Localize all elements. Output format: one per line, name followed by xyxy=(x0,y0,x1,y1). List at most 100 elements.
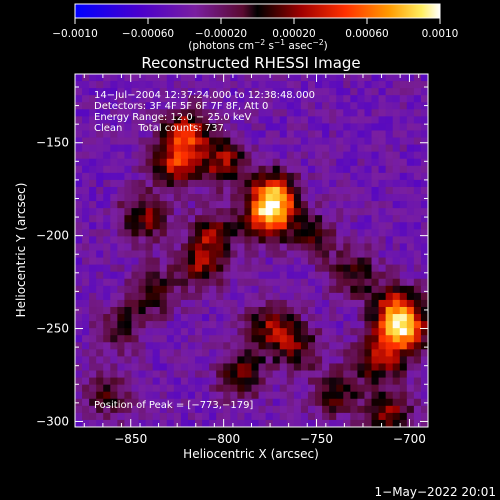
annotation-time-range: 14−Jul−2004 12:37:24.000 to 12:38:48.000 xyxy=(94,90,315,101)
heatmap-cell xyxy=(166,130,175,138)
heatmap-cell xyxy=(180,398,189,407)
heatmap-cell xyxy=(322,194,330,202)
heatmap-cell xyxy=(350,109,358,117)
heatmap-cell xyxy=(223,179,231,188)
heatmap-cell xyxy=(336,123,344,131)
heatmap-cell xyxy=(385,321,394,329)
heatmap-cell xyxy=(392,314,401,322)
heatmap-cell xyxy=(145,257,154,266)
heatmap-cell xyxy=(307,102,316,110)
heatmap-cell xyxy=(216,292,224,301)
heatmap-cell xyxy=(152,370,161,378)
heatmap-cell xyxy=(110,144,118,153)
heatmap-cell xyxy=(152,419,161,427)
heatmap-cell xyxy=(75,349,83,357)
heatmap-cell xyxy=(202,363,210,371)
heatmap-cell xyxy=(279,158,288,167)
heatmap-cell xyxy=(350,243,358,251)
heatmap-cell xyxy=(244,384,252,393)
heatmap-cell xyxy=(251,102,259,110)
heatmap-cell xyxy=(202,412,210,421)
heatmap-cell xyxy=(286,349,295,357)
heatmap-cell xyxy=(307,398,316,407)
heatmap-cell xyxy=(187,271,196,280)
heatmap-cell xyxy=(399,321,408,329)
heatmap-cell xyxy=(399,222,408,230)
heatmap-cell xyxy=(329,306,337,315)
heatmap-cell xyxy=(286,314,295,322)
heatmap-cell xyxy=(180,250,189,258)
heatmap-cell xyxy=(145,285,154,294)
heatmap-cell xyxy=(124,222,132,230)
heatmap-cell xyxy=(237,215,245,223)
heatmap-cell xyxy=(399,116,408,124)
heatmap-cell xyxy=(307,405,316,414)
heatmap-cell xyxy=(272,306,281,315)
heatmap-cell xyxy=(103,123,111,131)
heatmap-cell xyxy=(145,74,154,82)
heatmap-cell xyxy=(413,186,422,195)
heatmap-cell xyxy=(110,88,118,96)
heatmap-cell xyxy=(159,299,168,308)
heatmap-cell xyxy=(187,384,196,393)
heatmap-cell xyxy=(173,109,182,117)
heatmap-cell xyxy=(322,208,330,216)
heatmap-cell xyxy=(272,398,281,407)
heatmap-cell xyxy=(399,391,408,400)
heatmap-cell xyxy=(82,391,90,400)
heatmap-cell xyxy=(286,116,295,124)
heatmap-cell xyxy=(272,349,281,357)
heatmap-cell xyxy=(286,250,295,258)
heatmap-cell xyxy=(286,109,295,117)
heatmap-cell xyxy=(82,130,90,138)
heatmap-cell xyxy=(124,229,132,237)
heatmap-cell xyxy=(202,243,210,251)
heatmap-cell xyxy=(166,342,175,350)
heatmap-cell xyxy=(279,264,288,273)
heatmap-cell xyxy=(138,299,146,308)
heatmap-cell xyxy=(329,102,337,110)
heatmap-cell xyxy=(187,314,196,322)
heatmap-cell xyxy=(357,264,365,273)
heatmap-cell xyxy=(82,95,90,103)
heatmap-cell xyxy=(392,412,401,421)
heatmap-cell xyxy=(392,328,401,336)
heatmap-cell xyxy=(322,179,330,188)
heatmap-cell xyxy=(75,285,83,294)
heatmap-cell xyxy=(152,88,161,96)
heatmap-cell xyxy=(336,116,344,124)
heatmap-cell xyxy=(159,384,168,393)
heatmap-cell xyxy=(378,335,387,343)
heatmap-cell xyxy=(293,405,302,414)
heatmap-cell xyxy=(286,370,295,378)
heatmap-cell xyxy=(251,285,259,294)
heatmap-cell xyxy=(350,398,358,407)
heatmap-cell xyxy=(371,116,379,124)
heatmap-cell xyxy=(159,264,168,273)
heatmap-cell xyxy=(286,398,295,407)
heatmap-cell xyxy=(202,278,210,287)
heatmap-cell xyxy=(145,208,154,216)
heatmap-cell xyxy=(103,419,111,427)
heatmap-cell xyxy=(413,109,422,117)
heatmap-cell xyxy=(152,349,161,357)
heatmap-cell xyxy=(272,299,281,308)
heatmap-cell xyxy=(230,172,238,181)
heatmap-cell xyxy=(237,130,245,138)
heatmap-cell xyxy=(258,130,267,138)
heatmap-cell xyxy=(378,102,387,110)
heatmap-cell xyxy=(364,285,372,294)
heatmap-cell xyxy=(265,314,274,322)
heatmap-cell xyxy=(244,250,252,258)
heatmap-cell xyxy=(131,314,139,322)
heatmap-cell xyxy=(300,222,309,230)
heatmap-cell xyxy=(315,391,323,400)
heatmap-cell xyxy=(378,342,387,350)
heatmap-cell xyxy=(399,186,408,195)
heatmap-cell xyxy=(187,186,196,195)
heatmap-cell xyxy=(406,158,415,167)
heatmap-cell xyxy=(187,208,196,216)
heatmap-cell xyxy=(329,81,337,89)
heatmap-cell xyxy=(117,405,125,414)
heatmap-cell xyxy=(223,208,231,216)
